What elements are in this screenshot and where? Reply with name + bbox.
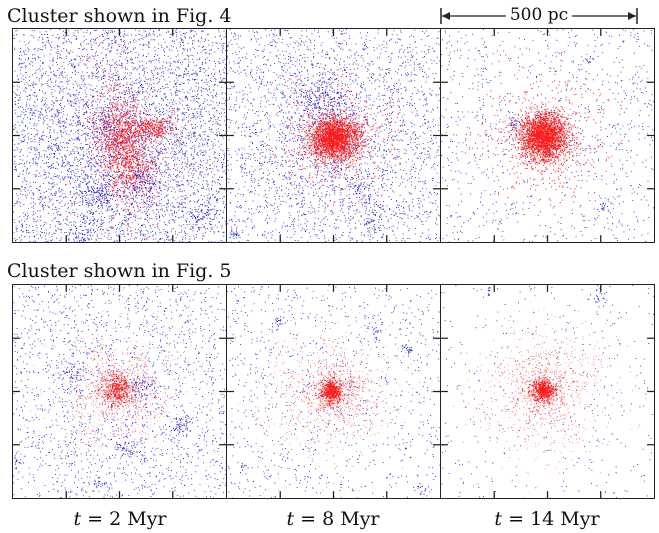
particle-plot xyxy=(227,285,440,498)
star-particles xyxy=(13,289,226,497)
row-title-fig5: Cluster shown in Fig. 5 xyxy=(7,260,232,282)
particle-plot xyxy=(441,285,654,498)
panel-fig4-t14 xyxy=(440,28,655,243)
panel-fig4-t8 xyxy=(226,28,441,243)
row-title-fig4: Cluster shown in Fig. 4 xyxy=(7,5,232,27)
tick-marks xyxy=(227,29,440,242)
time-var: t xyxy=(73,508,82,530)
gas-particles xyxy=(13,285,226,498)
time-value: = 8 Myr xyxy=(294,508,380,530)
time-var: t xyxy=(286,508,295,530)
particle-plot xyxy=(441,29,654,242)
gas-particles xyxy=(227,29,440,242)
panel-fig5-t14 xyxy=(440,284,655,499)
panel-fig5-t2 xyxy=(12,284,227,499)
particle-plot xyxy=(227,29,440,242)
tick-marks xyxy=(13,29,226,242)
time-label-14myr: t = 14 Myr xyxy=(494,508,599,530)
time-label-8myr: t = 8 Myr xyxy=(286,508,379,530)
particle-plot xyxy=(13,285,226,498)
time-var: t xyxy=(494,508,503,530)
star-particles xyxy=(237,289,438,494)
tick-marks xyxy=(441,285,654,498)
tick-marks xyxy=(227,285,440,498)
star-particles xyxy=(443,294,648,498)
scale-bar-label: 500 pc xyxy=(505,5,573,25)
star-particles xyxy=(30,29,218,242)
star-particles xyxy=(441,37,651,229)
scale-bar: 500 pc xyxy=(440,4,638,28)
time-value: = 2 Myr xyxy=(81,508,167,530)
time-label-2myr: t = 2 Myr xyxy=(73,508,166,530)
panel-fig4-t2 xyxy=(12,28,227,243)
tick-marks xyxy=(13,285,226,498)
tick-marks xyxy=(441,29,654,242)
panel-fig5-t8 xyxy=(226,284,441,499)
time-value: = 14 Myr xyxy=(502,508,600,530)
star-particles xyxy=(234,32,438,226)
particle-plot xyxy=(13,29,226,242)
